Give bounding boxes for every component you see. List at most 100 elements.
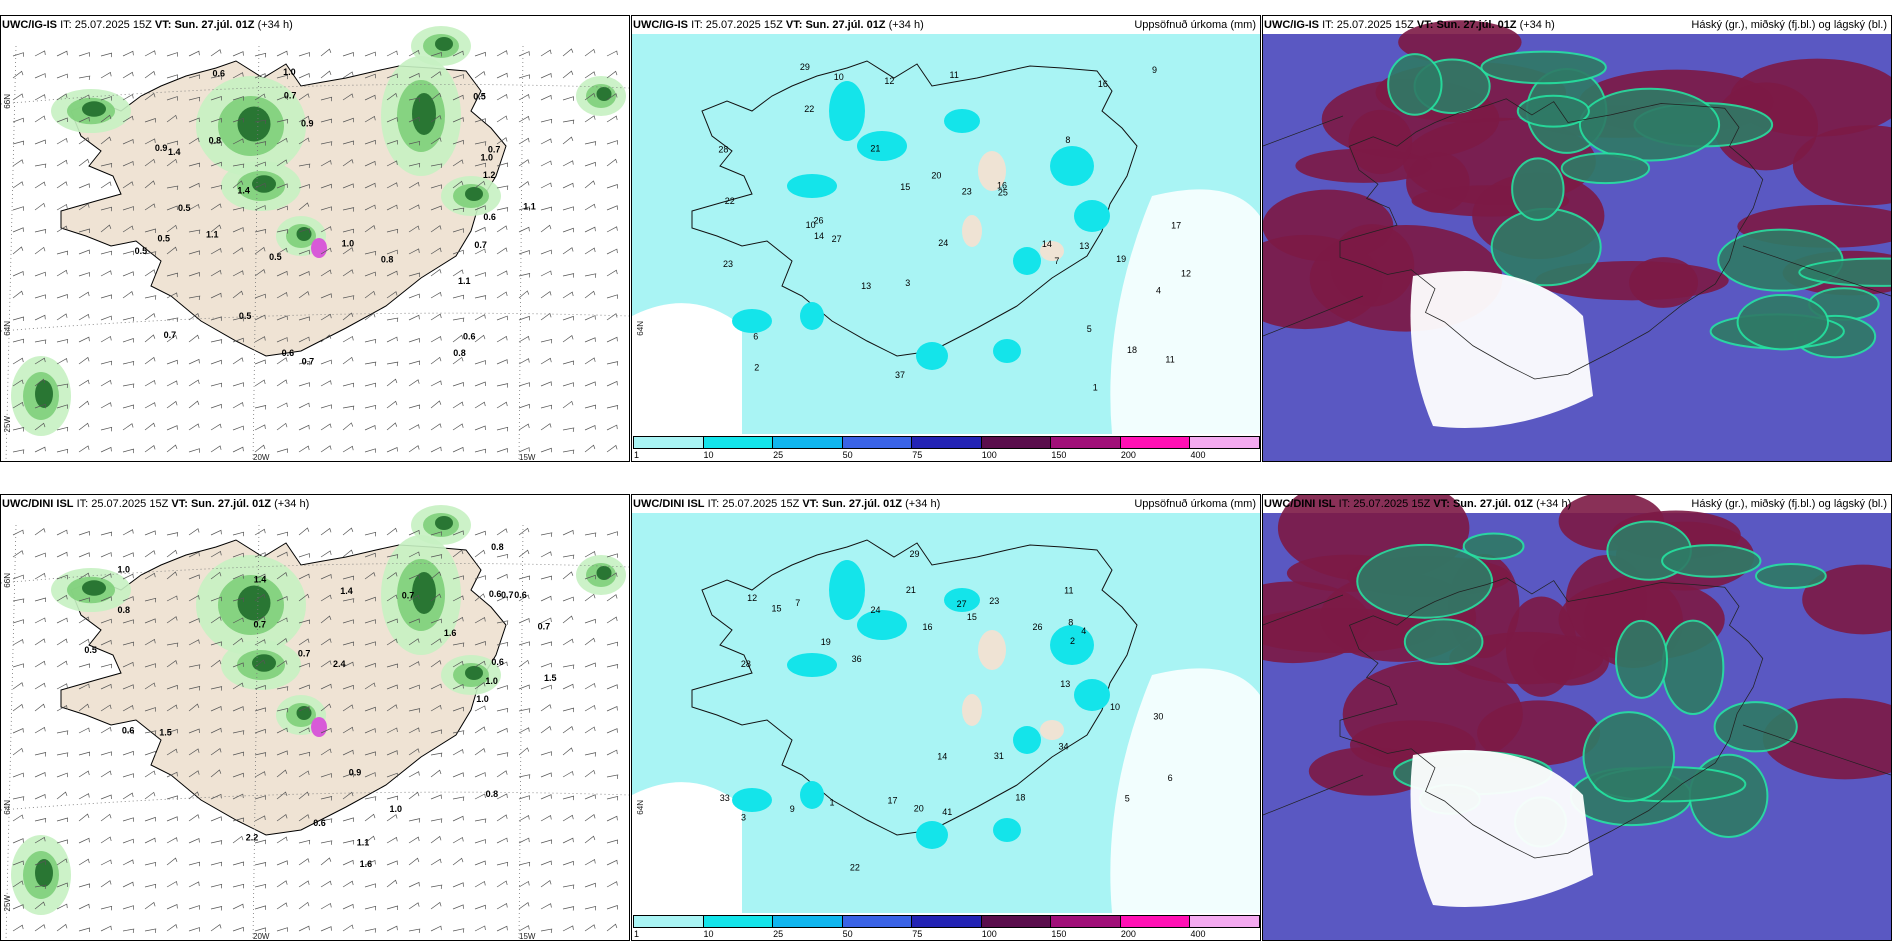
heavy-precip-area	[1074, 200, 1110, 232]
value-label: 12	[747, 593, 757, 603]
wind-map-panel-top[interactable]: UWC/IG-IS IT: 25.07.2025 15Z VT: Sun. 27…	[0, 15, 630, 462]
dry-land-patch	[962, 694, 982, 726]
value-label: 36	[852, 654, 862, 664]
colorbar-tick-label: 200	[1120, 929, 1136, 939]
colorbar-swatch	[841, 436, 913, 449]
value-label: 29	[800, 62, 810, 72]
heavy-precip-area	[944, 109, 980, 133]
value-label: 14	[814, 231, 824, 241]
cloud-title: Háský (gr.), miðský (fj.bl.) og lágský (…	[1691, 19, 1887, 31]
value-label: 0.8	[491, 542, 504, 552]
precip-area	[435, 516, 453, 530]
value-label: 19	[821, 637, 831, 647]
value-label: 23	[723, 259, 733, 269]
cloud-map-panel-top[interactable]: UWC/IG-IS IT: 25.07.2025 15Z VT: Sun. 27…	[1262, 15, 1892, 462]
colorbar-swatch	[633, 915, 704, 928]
wind-map-panel-bottom[interactable]: UWC/DINI ISL IT: 25.07.2025 15Z VT: Sun.…	[0, 494, 630, 941]
colorbar-swatch	[702, 436, 774, 449]
lon-label-15: 15W	[519, 453, 536, 462]
precip-map-panel-bottom[interactable]: UWC/DINI ISL IT: 25.07.2025 15Z VT: Sun.…	[631, 494, 1261, 941]
value-label: 0.6	[514, 590, 527, 600]
precip-title: Uppsöfnuð úrkoma (mm)	[1134, 498, 1256, 510]
valid-time-label: VT:	[154, 19, 172, 31]
map-header: UWC/IG-IS IT: 25.07.2025 15Z VT: Sun. 27…	[2, 19, 628, 35]
value-label: 21	[870, 144, 880, 154]
colorbar-swatch	[772, 436, 843, 449]
value-label: 0.7	[164, 330, 177, 340]
value-label: 5	[1125, 793, 1130, 803]
lat-label-66: 66N	[3, 573, 12, 588]
dry-area	[632, 303, 742, 434]
cloud-map-panel-bottom[interactable]: UWC/DINI ISL IT: 25.07.2025 15Z VT: Sun.…	[1262, 494, 1892, 941]
lon-label-25: 25W	[3, 416, 12, 433]
valid-time: Sun. 27.júl. 01Z	[174, 19, 255, 31]
value-label: 13	[1060, 679, 1070, 689]
low-cloud-area	[1480, 50, 1607, 85]
value-label: 7	[795, 598, 800, 608]
graticule	[1, 45, 629, 461]
value-label: 1.4	[340, 586, 353, 596]
value-label: 21	[906, 585, 916, 595]
lead-time: (+34 h)	[274, 498, 310, 510]
clear-sky-area	[1410, 750, 1593, 907]
value-label: 15	[967, 612, 977, 622]
value-label: 22	[725, 196, 735, 206]
map-header: UWC/DINI ISL IT: 25.07.2025 15Z VT: Sun.…	[2, 498, 628, 514]
value-label: 0.5	[135, 246, 148, 256]
value-label: 0.5	[473, 92, 486, 102]
value-label: 16	[1098, 79, 1108, 89]
value-label: 2.2	[246, 832, 259, 842]
value-label: 1.0	[118, 564, 131, 574]
value-label: 11	[1064, 586, 1073, 596]
precip-area	[465, 666, 483, 680]
value-label: 0.8	[117, 605, 130, 615]
value-label: 1.5	[159, 728, 172, 738]
value-label: 8	[1068, 618, 1073, 628]
init-time: 25.07.2025 15Z	[1353, 498, 1431, 510]
heavy-precip-area	[1013, 247, 1041, 275]
precip-area	[465, 187, 483, 201]
value-label: 0.6	[212, 69, 225, 79]
value-label: 34	[1059, 742, 1069, 752]
graticule	[1, 524, 629, 940]
value-label: 0.5	[157, 233, 170, 243]
low-cloud-area	[1560, 152, 1651, 185]
high-cloud-area	[1802, 564, 1891, 635]
value-label: 10	[1110, 702, 1120, 712]
value-label: 1.2	[483, 170, 496, 180]
value-label: 2.4	[333, 659, 346, 669]
value-label: 1.0	[342, 238, 355, 248]
precip-area	[412, 572, 436, 614]
graticule	[1263, 115, 1891, 337]
value-label: 7	[1054, 256, 1059, 266]
precip-colorbar: 1 10 25 50 75 100 150 200 400	[633, 436, 1260, 460]
value-label: 13	[861, 281, 871, 291]
valid-time: Sun. 27.júl. 01Z	[805, 19, 886, 31]
valid-time-label: VT:	[171, 498, 188, 510]
value-label: 26	[813, 215, 823, 225]
precip-area	[82, 580, 106, 596]
heavy-precip-area	[916, 342, 948, 370]
value-label: 1.4	[237, 185, 250, 195]
valid-time-label: VT:	[785, 19, 803, 31]
model-name: UWC/DINI ISL	[1264, 498, 1336, 510]
colorbar-swatch	[980, 915, 1052, 928]
precip-map-panel-top[interactable]: UWC/IG-IS IT: 25.07.2025 15Z VT: Sun. 27…	[631, 15, 1261, 462]
heavy-precip-area	[311, 238, 327, 258]
value-label: 0.8	[453, 348, 466, 358]
value-label: 4	[1081, 626, 1086, 636]
graticule	[1263, 594, 1891, 816]
value-label: 0.8	[209, 135, 222, 145]
heavy-precip-area	[1074, 679, 1110, 711]
model-name: UWC/DINI ISL	[633, 498, 705, 510]
precip-map: 6111212131517161426111020232722182910132…	[632, 34, 1260, 434]
value-label: 19	[1116, 254, 1126, 264]
valid-time-label: VT:	[1433, 498, 1450, 510]
high-cloud-area	[1342, 660, 1523, 769]
colorbar-swatch	[633, 436, 704, 449]
value-label: 23	[989, 596, 999, 606]
low-cloud-area	[1490, 207, 1602, 287]
value-label: 0.6	[122, 726, 135, 736]
colorbar-tick-label: 150	[1051, 450, 1067, 460]
colorbar-swatch	[1189, 915, 1260, 928]
